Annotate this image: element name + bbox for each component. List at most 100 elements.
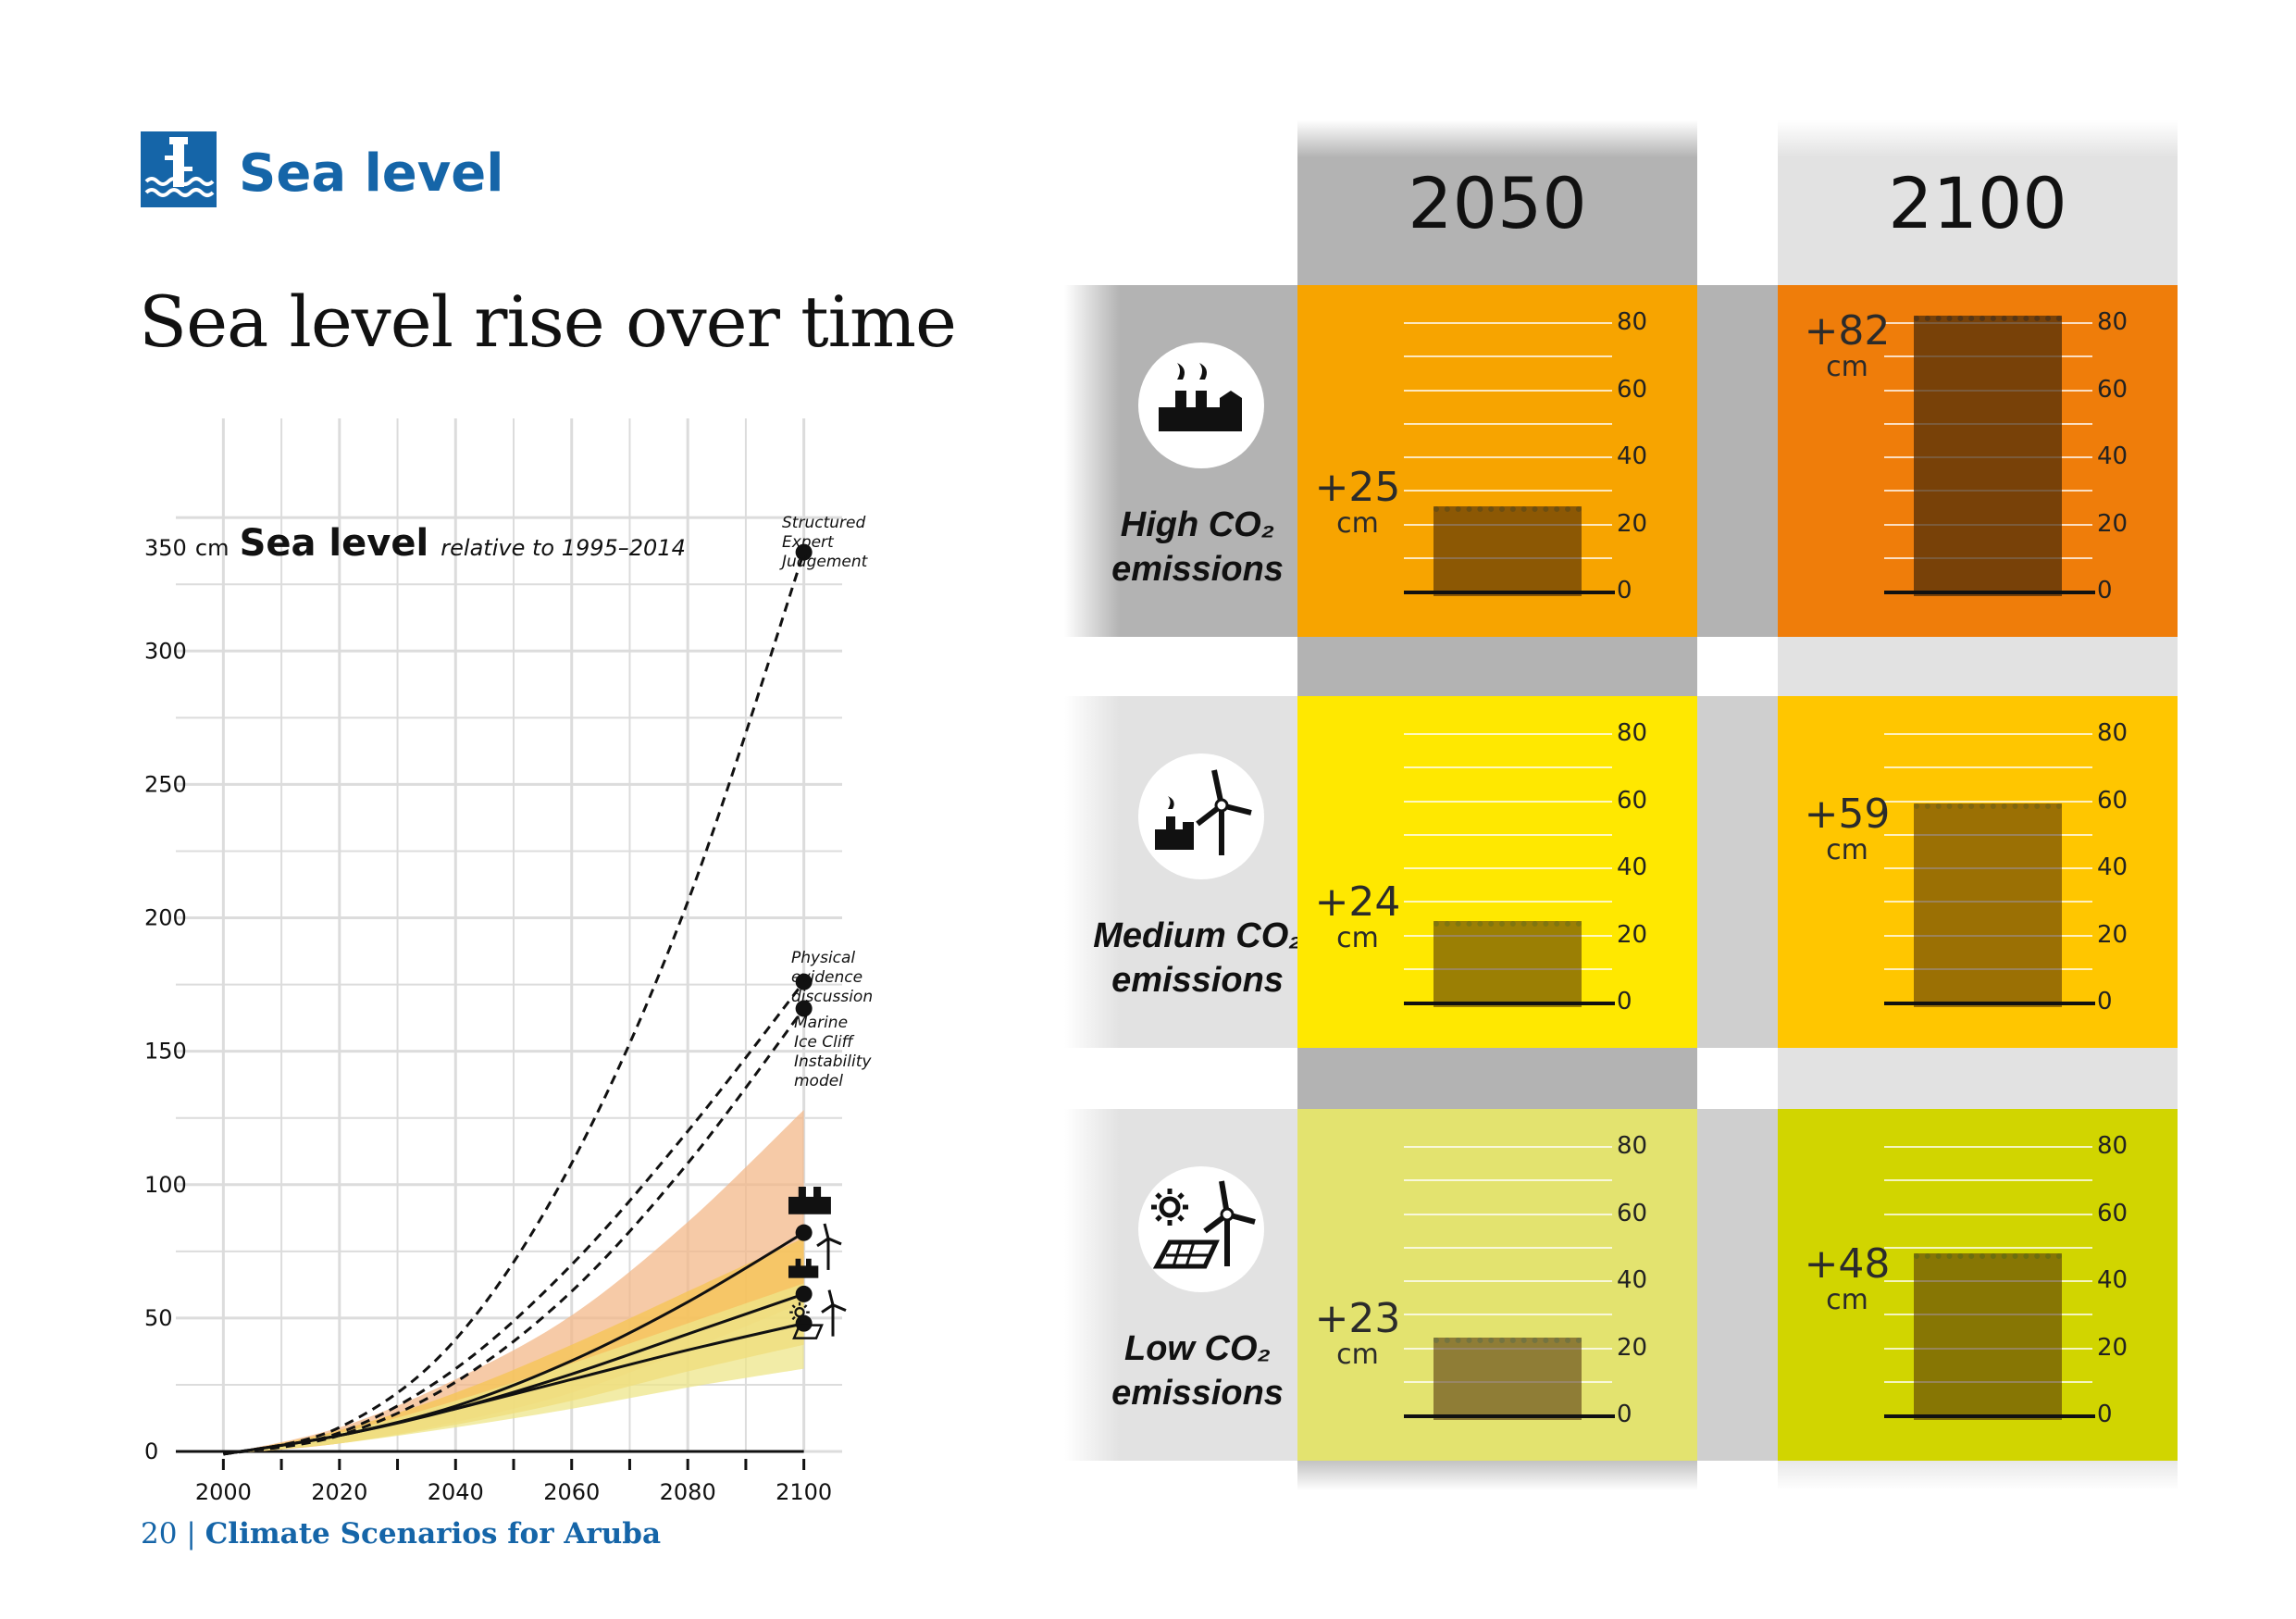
annotation-line: model bbox=[794, 1072, 843, 1090]
y-tick-label: 0 bbox=[2097, 1401, 2113, 1428]
grid-line bbox=[1884, 1146, 2092, 1148]
grid-line bbox=[1884, 1213, 2092, 1215]
grid-line bbox=[1884, 1246, 2092, 1249]
grid-line bbox=[1404, 766, 1612, 769]
grid-line bbox=[1404, 1179, 1612, 1182]
column-header-2050: 2050 bbox=[1408, 161, 1587, 244]
page-number: 20 bbox=[141, 1517, 178, 1551]
section-title: Sea level bbox=[239, 143, 504, 204]
value-number: +59 bbox=[1804, 791, 1891, 839]
bar bbox=[1433, 506, 1582, 596]
scenario-label-line2: emissions bbox=[1111, 549, 1284, 589]
scenario-cell-2050: 0 20 40 60 80 +24 cm bbox=[1297, 696, 1697, 1048]
sea-level-line-chart: 2000 2020 2040 2060 2080 2100 0 50 100 150 200 250 3… bbox=[144, 418, 873, 1505]
y-tick-label: 80 bbox=[2097, 719, 2128, 747]
value-unit: cm bbox=[1826, 1284, 1868, 1316]
grid-line bbox=[1404, 389, 1612, 392]
scenario-label: Low CO₂ emissions bbox=[1077, 1327, 1318, 1415]
range-band bbox=[223, 1283, 804, 1454]
value-unit: cm bbox=[1336, 922, 1379, 954]
bar-baseline bbox=[1404, 591, 1615, 594]
x-tick-label: 2000 bbox=[195, 1479, 252, 1505]
scenario-label-line2: emissions bbox=[1111, 1373, 1284, 1413]
page-title: Sea level rise over time bbox=[139, 280, 957, 363]
y-tick-label: 40 bbox=[1617, 1266, 1648, 1294]
annotation-line: evidence bbox=[791, 968, 863, 987]
value-label: +23 cm bbox=[1307, 1294, 1409, 1369]
y-tick-label: 80 bbox=[2097, 308, 2128, 336]
y-tick-label: 60 bbox=[1617, 786, 1648, 815]
y-tick-label: 0 bbox=[144, 1438, 158, 1464]
series-line bbox=[223, 1007, 805, 1456]
bar-baseline bbox=[1884, 1002, 2095, 1005]
y-tick-label: 40 bbox=[1617, 853, 1648, 881]
bar bbox=[1914, 1253, 2062, 1420]
grid-line bbox=[1404, 833, 1612, 836]
solar-wind-icon bbox=[789, 1289, 847, 1339]
y-tick-label: 40 bbox=[2097, 1266, 2128, 1294]
annotation-line: Judgement bbox=[779, 553, 869, 571]
value-number: +23 bbox=[1314, 1294, 1401, 1342]
grid-line bbox=[1404, 1280, 1612, 1282]
annotation-label: Physical evidence discussion bbox=[791, 949, 873, 1006]
y-tick-label: 20 bbox=[1617, 920, 1648, 949]
bar bbox=[1433, 1337, 1582, 1420]
series-line bbox=[223, 980, 805, 1456]
bar bbox=[1433, 921, 1582, 1007]
grid-line bbox=[1404, 355, 1612, 358]
bar-baseline bbox=[1404, 1002, 1615, 1005]
y-tick-label: 20 bbox=[2097, 509, 2128, 538]
value-label: +24 cm bbox=[1307, 882, 1409, 953]
series-end-point bbox=[795, 1285, 813, 1302]
value-number: +25 bbox=[1314, 464, 1401, 512]
value-label: +59 cm bbox=[1796, 794, 1898, 865]
value-label: +25 cm bbox=[1307, 467, 1409, 538]
grid-line bbox=[1404, 422, 1612, 425]
scenario-panel: 2050 2100 High CO₂ emissions 0 20 40 60 80 +25 cm 0… bbox=[1064, 120, 2203, 1490]
series-end-point bbox=[795, 1224, 813, 1241]
grid-line bbox=[1404, 1146, 1612, 1148]
annotation-line: Structured bbox=[782, 514, 865, 532]
chart-axis-ticks: 2000 2020 2040 2060 2080 2100 0 50 100 150 200 250 3… bbox=[144, 638, 832, 1505]
y-tick-label: 200 bbox=[144, 905, 187, 931]
y-tick-label: 20 bbox=[2097, 920, 2128, 949]
value-unit: cm bbox=[1826, 834, 1868, 867]
annotation-line: discussion bbox=[791, 988, 873, 1006]
column-header-2100: 2100 bbox=[1888, 161, 2067, 244]
y-tick-label: 40 bbox=[2097, 853, 2128, 881]
annotation-line: Physical bbox=[791, 949, 855, 967]
bar-baseline bbox=[1884, 1414, 2095, 1418]
sea-level-icon bbox=[141, 131, 217, 207]
value-label: +82 cm bbox=[1796, 311, 1898, 381]
grid-line bbox=[1404, 456, 1612, 458]
value-unit: cm bbox=[1826, 351, 1868, 383]
x-tick-label: 2080 bbox=[660, 1479, 716, 1505]
value-unit: cm bbox=[1336, 507, 1379, 541]
y-tick-label: 150 bbox=[144, 1039, 187, 1065]
series-end-point bbox=[795, 1000, 813, 1017]
factory-wind-icon bbox=[1138, 753, 1264, 879]
scenario-label-line1: Low CO₂ bbox=[1123, 1329, 1272, 1368]
annotation-line: Marine bbox=[794, 1014, 848, 1032]
y-tick-label: 40 bbox=[1617, 442, 1648, 470]
x-tick-label: 2100 bbox=[776, 1479, 832, 1505]
grid-line bbox=[1404, 1314, 1612, 1316]
y-tick-label: 20 bbox=[1617, 509, 1648, 538]
y-tick-label: 0 bbox=[2097, 577, 2113, 604]
grid-line bbox=[1884, 733, 2092, 735]
y-tick-label: 60 bbox=[1617, 1199, 1648, 1227]
y-tick-label: 0 bbox=[1617, 1401, 1632, 1428]
grid-line bbox=[1404, 867, 1612, 869]
series-line bbox=[223, 552, 806, 1456]
series-line bbox=[223, 1322, 804, 1456]
scenario-cell-2050: 0 20 40 60 80 +23 cm bbox=[1297, 1109, 1697, 1461]
y-tick-label: 60 bbox=[2097, 1199, 2128, 1227]
y-tick-label: 0 bbox=[1617, 577, 1632, 604]
scenario-cell-2100: 0 20 40 60 80 +48 cm bbox=[1778, 1109, 2178, 1461]
y-tick-label: 80 bbox=[1617, 1132, 1648, 1160]
series-end-point bbox=[795, 973, 813, 990]
y-tick-label: 40 bbox=[2097, 442, 2128, 470]
series-end-point bbox=[795, 543, 813, 561]
bar bbox=[1914, 803, 2062, 1007]
bar bbox=[1914, 315, 2062, 596]
